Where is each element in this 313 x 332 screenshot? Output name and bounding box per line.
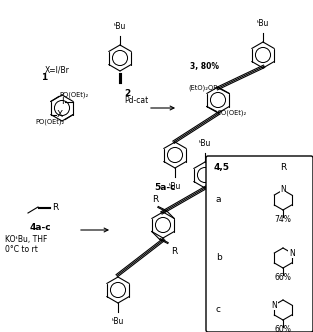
Text: c: c (216, 305, 221, 314)
FancyBboxPatch shape (206, 156, 313, 332)
Text: a: a (216, 196, 222, 205)
Text: PO(OEt)₂: PO(OEt)₂ (218, 109, 247, 116)
Text: PO(OEt)₂: PO(OEt)₂ (60, 91, 89, 98)
Text: (EtO)₂OP: (EtO)₂OP (188, 84, 217, 91)
Text: N: N (280, 186, 286, 195)
Text: N: N (271, 300, 277, 309)
Text: X: X (57, 110, 63, 119)
Text: ᵗBu: ᵗBu (199, 139, 211, 148)
Text: 74%: 74% (275, 215, 291, 224)
Text: 5a-c: 5a-c (154, 183, 176, 192)
Text: I: I (61, 97, 63, 106)
Text: 4,5: 4,5 (214, 163, 230, 172)
Text: PO(OEt)₂: PO(OEt)₂ (35, 118, 64, 125)
Text: KOᵗBu, THF: KOᵗBu, THF (5, 235, 47, 244)
Text: ᵗBu: ᵗBu (169, 182, 181, 191)
Text: 1: 1 (41, 72, 47, 81)
Text: 0°C to rt: 0°C to rt (5, 245, 38, 254)
Text: R: R (152, 195, 158, 204)
Text: ᵗBu: ᵗBu (114, 22, 126, 31)
Text: R: R (280, 163, 286, 172)
Text: 2: 2 (124, 89, 130, 98)
Text: ᵗBu: ᵗBu (257, 19, 269, 28)
Text: 66%: 66% (275, 274, 291, 283)
Text: 4a-c: 4a-c (29, 223, 51, 232)
Text: N: N (289, 248, 295, 258)
Text: ᵗBu: ᵗBu (112, 317, 124, 326)
Text: b: b (216, 254, 222, 263)
Text: 60%: 60% (275, 325, 291, 332)
Text: R: R (171, 246, 177, 256)
Text: X=I/Br: X=I/Br (44, 65, 69, 74)
Text: 3, 80%: 3, 80% (189, 62, 218, 71)
Text: Pd-cat: Pd-cat (124, 96, 148, 105)
Text: R: R (52, 203, 58, 211)
